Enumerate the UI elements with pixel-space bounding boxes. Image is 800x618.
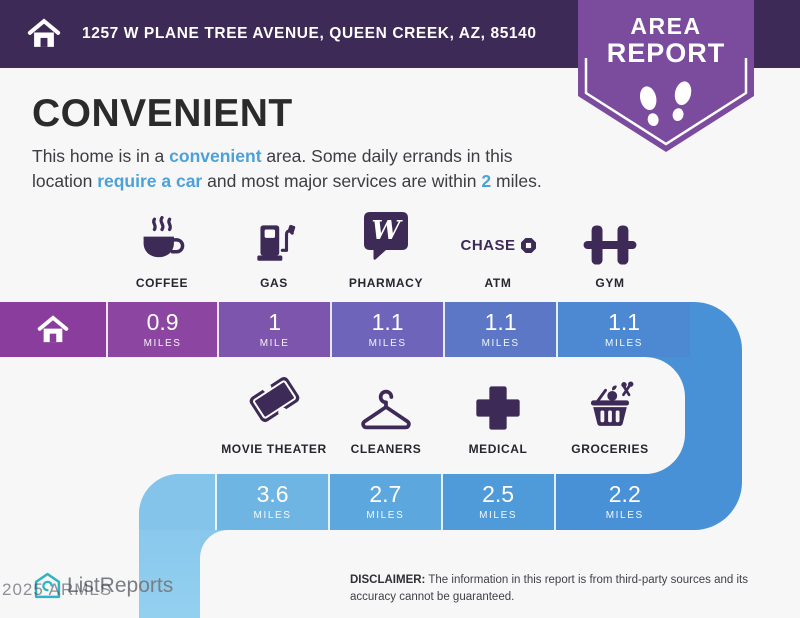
- amenity-label: MEDICAL: [468, 442, 528, 456]
- amenity-pharmacy: W PHARMACY: [330, 210, 442, 290]
- home-icon: [37, 314, 69, 342]
- amenity-label: COFFEE: [135, 276, 189, 290]
- distance-segment: 1.1 MILES: [556, 302, 690, 357]
- property-address: 1257 W PLANE TREE AVENUE, QUEEN CREEK, A…: [82, 25, 537, 42]
- listreports-logo: ListReports: [34, 572, 173, 599]
- footprints-icon: [639, 81, 692, 126]
- distance-segment: 3.6 MILES: [215, 474, 328, 530]
- amenity-gym: GYM: [554, 210, 666, 290]
- intro-paragraph: This home is in a convenient area. Some …: [32, 146, 542, 191]
- distance-segment: 0.9 MILES: [106, 302, 218, 357]
- amenity-label: PHARMACY: [348, 276, 424, 290]
- coffee-icon: [143, 216, 185, 258]
- amenity-movie-theater: MOVIE THEATER: [214, 374, 334, 456]
- amenity-label: ATM: [484, 276, 512, 290]
- amenity-label: MOVIE THEATER: [221, 442, 327, 456]
- amenity-groceries: GROCERIES: [554, 376, 666, 456]
- distance-segment: 2.5 MILES: [440, 474, 554, 530]
- ribbon-shape: [578, 0, 754, 152]
- distance-segment: 1.1 MILES: [330, 302, 444, 357]
- hanger-icon: [361, 389, 411, 430]
- area-report-badge: AREA REPORT: [578, 0, 754, 158]
- highlight-miles-count: 2: [481, 170, 492, 191]
- distance-segment: 1.1 MILES: [443, 302, 557, 357]
- listreports-wordmark: ListReports: [67, 573, 174, 597]
- disclaimer-label: DISCLAIMER:: [350, 574, 426, 586]
- curve-segment: [139, 474, 216, 530]
- amenity-coffee: COFFEE: [106, 210, 218, 290]
- highlight-require-car: require a car: [97, 170, 203, 191]
- distance-segment: 2.7 MILES: [327, 474, 441, 530]
- amenity-medical: MEDICAL: [442, 376, 554, 456]
- row2-notch: [0, 357, 685, 474]
- home-segment: [0, 302, 107, 357]
- walgreens-icon: W: [364, 212, 408, 260]
- ticket-icon: [247, 374, 301, 424]
- amenity-label: CLEANERS: [350, 442, 422, 456]
- chase-octagon-icon: [520, 238, 536, 253]
- amenity-gas: GAS: [218, 210, 330, 290]
- badge-title: AREA REPORT: [606, 13, 726, 68]
- amenity-cleaners: CLEANERS: [330, 376, 442, 456]
- svg-text:W: W: [371, 216, 403, 246]
- distance-segment: 1 MILE: [217, 302, 331, 357]
- amenity-label: GAS: [260, 276, 288, 290]
- home-icon: [27, 18, 61, 47]
- page-title: CONVENIENT: [32, 92, 293, 135]
- distance-segment: 2.2 MILES: [553, 474, 694, 530]
- disclaimer-text: DISCLAIMER: The information in this repo…: [350, 574, 748, 604]
- dumbbell-icon: [583, 225, 637, 265]
- footer-notch: [200, 530, 800, 618]
- medical-cross-icon: [476, 386, 520, 430]
- armls-watermark: 2025 ARMLS: [2, 580, 113, 599]
- listreports-house-icon: [34, 572, 61, 599]
- grocery-basket-icon: [590, 381, 634, 426]
- amenity-atm: CHASE ATM: [442, 210, 554, 290]
- distance-bar-bottom: 3.6 MILES 2.7 MILES 2.5 MILES 2.2 MILES: [139, 474, 694, 530]
- amenity-label: GYM: [595, 276, 625, 290]
- distance-bar-top: 0.9 MILES 1 MILE 1.1 MILES 1.1 MILES 1.1 MILE…: [0, 302, 690, 357]
- amenity-label: GROCERIES: [571, 442, 649, 456]
- chase-logo-icon: CHASE: [460, 237, 536, 254]
- gas-pump-icon: [257, 224, 296, 261]
- highlight-convenient: convenient: [169, 146, 262, 166]
